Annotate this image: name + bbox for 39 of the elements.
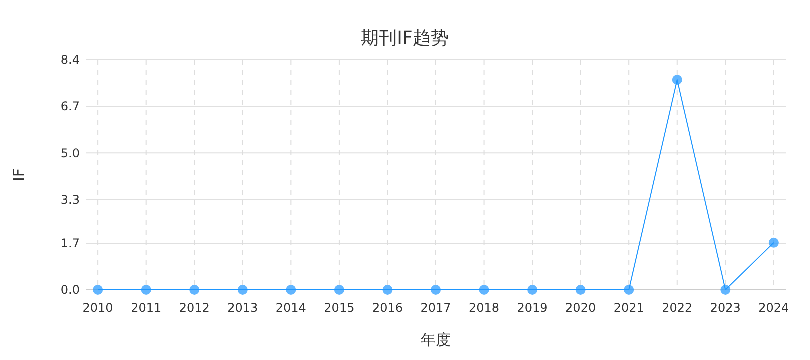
point bbox=[479, 285, 490, 295]
x-tick-label: 2024 bbox=[758, 301, 790, 316]
x-tick-label: 2022 bbox=[662, 301, 693, 316]
point bbox=[190, 285, 200, 295]
x-tick-label: 2015 bbox=[324, 301, 355, 316]
point bbox=[238, 285, 248, 295]
y-tick-label: 8.4 bbox=[60, 53, 80, 68]
point bbox=[141, 285, 152, 295]
y-tick-label: 1.7 bbox=[60, 236, 80, 251]
x-tick-label: 2019 bbox=[517, 301, 548, 316]
y-tick-label: 3.3 bbox=[60, 192, 80, 207]
chart-title: 期刊IF趋势 bbox=[361, 28, 449, 49]
point bbox=[576, 285, 586, 295]
x-tick-label: 2021 bbox=[614, 301, 644, 316]
x-tick-label: 2010 bbox=[82, 301, 114, 316]
x-tick-label: 2016 bbox=[372, 301, 403, 316]
x-axis-title: 年度 bbox=[421, 331, 451, 349]
point bbox=[382, 285, 393, 295]
point bbox=[286, 285, 296, 295]
x-tick-label: 2017 bbox=[420, 301, 452, 316]
point bbox=[334, 285, 344, 295]
point bbox=[624, 285, 634, 295]
x-tick-label: 2013 bbox=[228, 301, 258, 316]
x-tick-label: 2020 bbox=[566, 301, 596, 316]
y-tick-label: 0.0 bbox=[60, 283, 80, 298]
point bbox=[768, 238, 779, 248]
x-tick-label: 2018 bbox=[469, 301, 500, 316]
point bbox=[720, 285, 731, 295]
y-axis-title: IF bbox=[10, 168, 28, 182]
point bbox=[528, 285, 538, 295]
point bbox=[93, 285, 104, 295]
x-tick-label: 2014 bbox=[276, 301, 306, 316]
y-tick-label: 6.7 bbox=[60, 100, 80, 114]
x-tick-label: 2012 bbox=[179, 301, 210, 316]
point bbox=[672, 74, 682, 85]
x-tick-label: 2023 bbox=[710, 301, 741, 316]
y-tick-label: 5.0 bbox=[60, 146, 80, 160]
point bbox=[431, 285, 441, 295]
x-tick-label: 2011 bbox=[131, 301, 162, 316]
